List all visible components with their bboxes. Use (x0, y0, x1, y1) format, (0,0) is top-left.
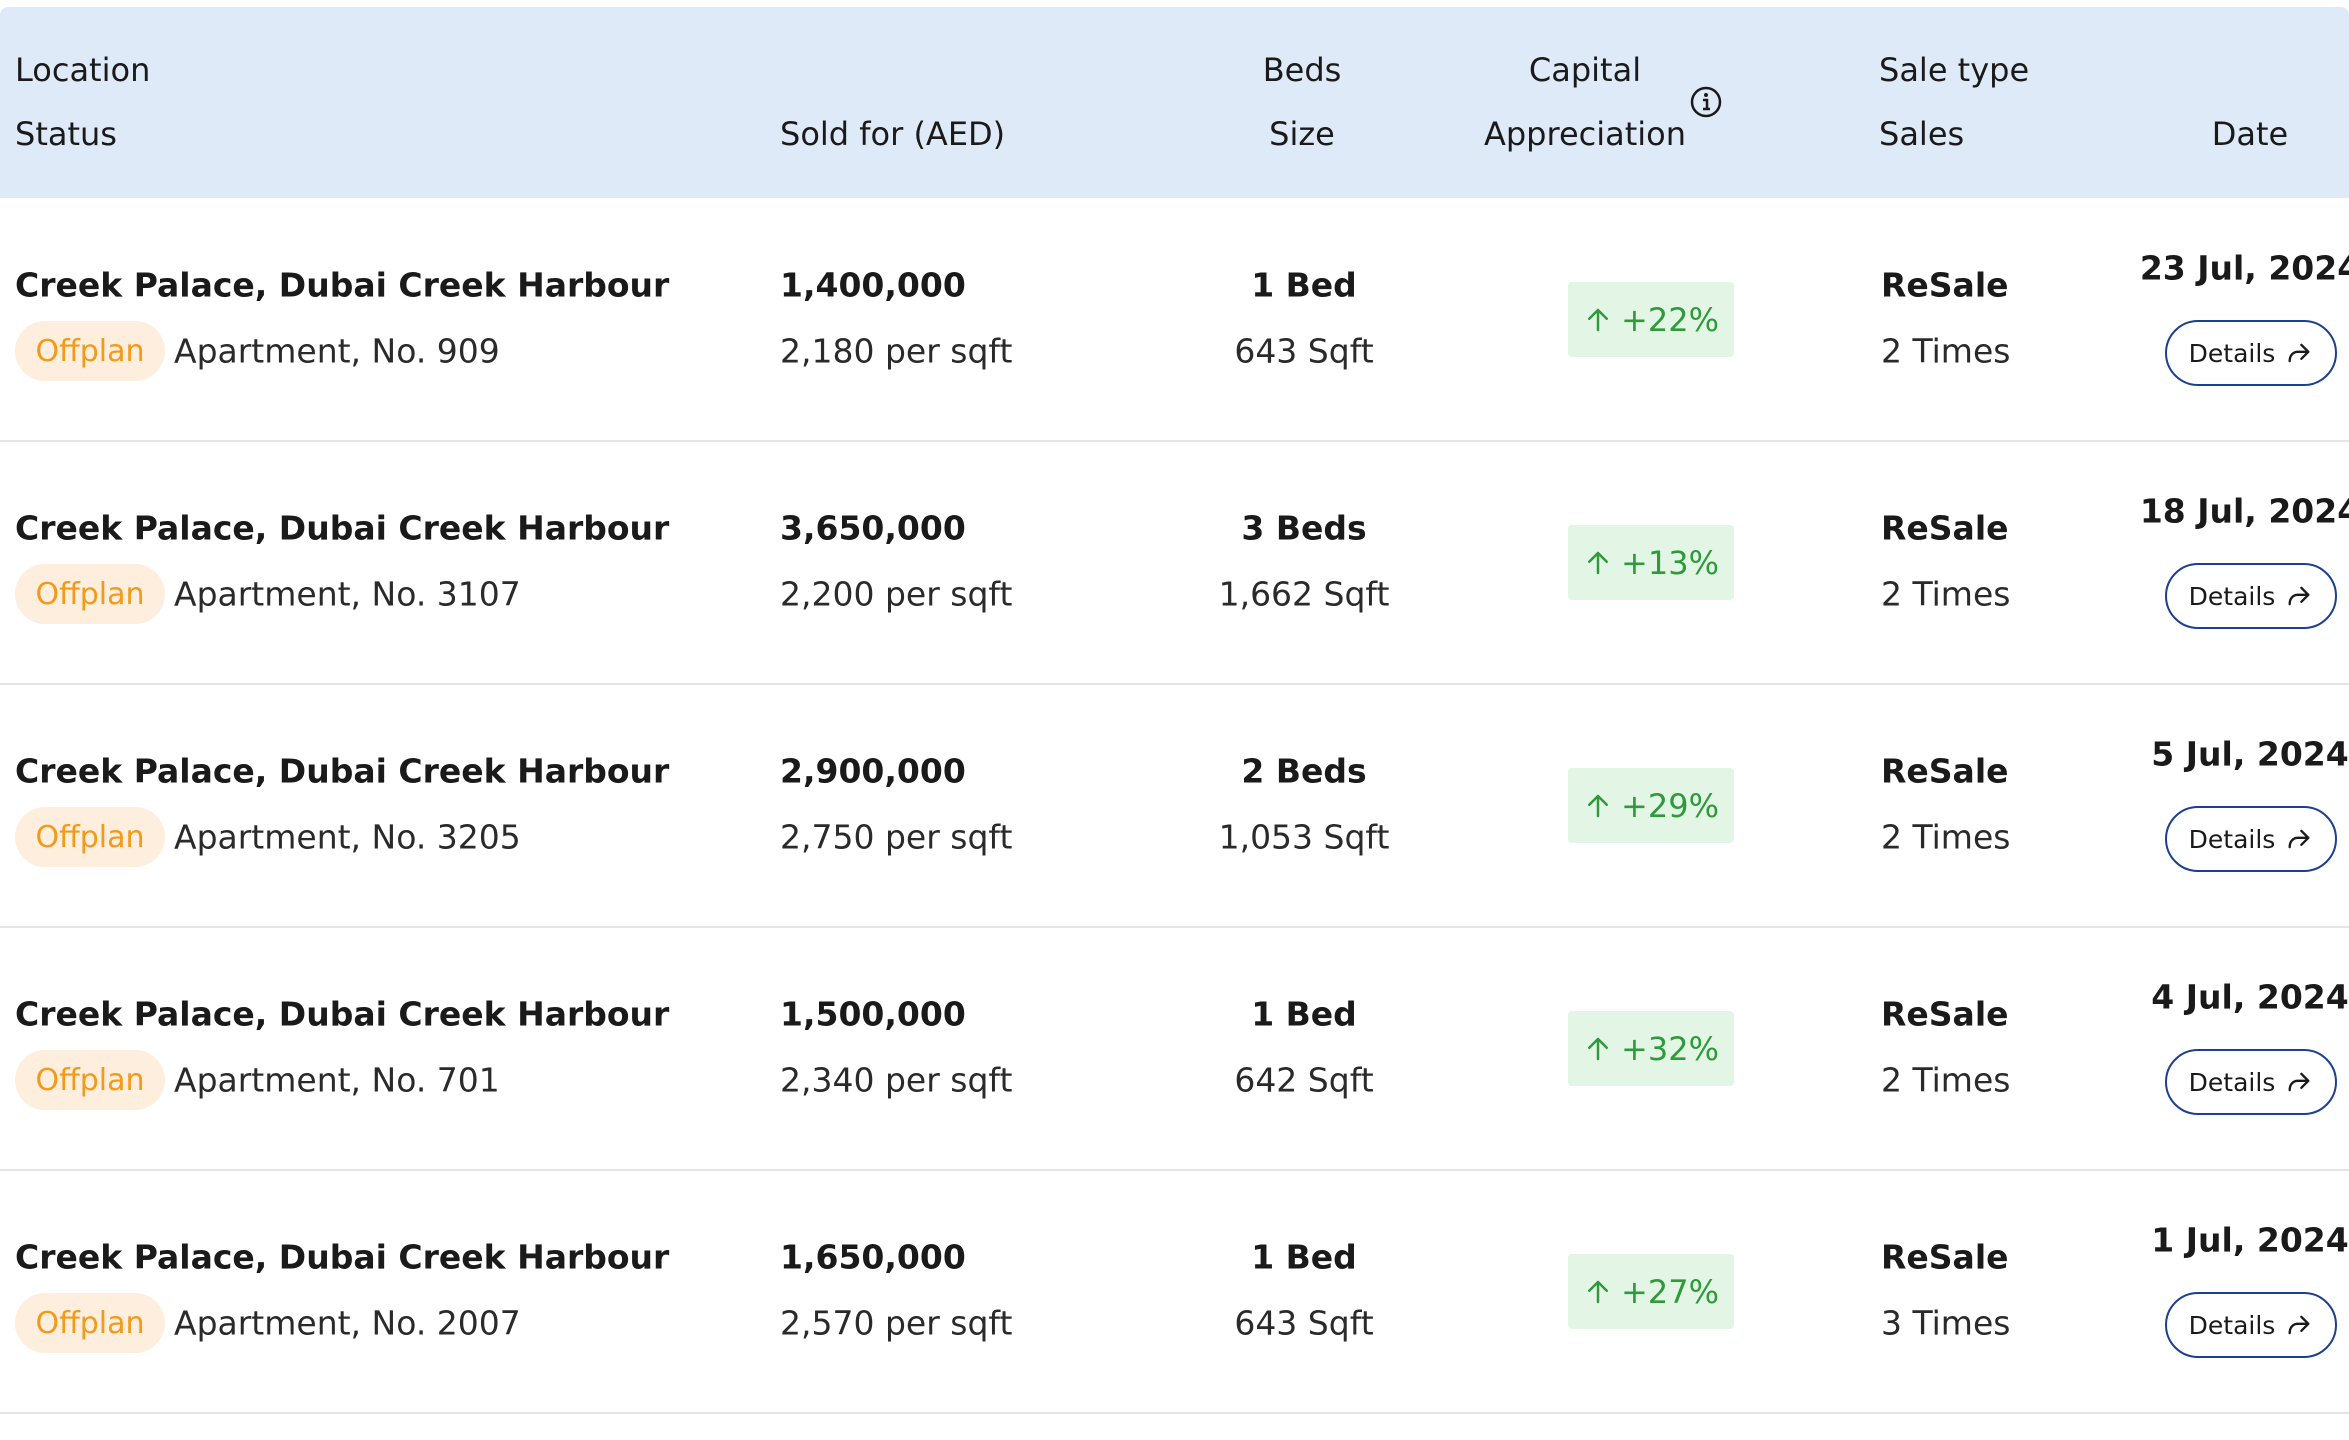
sales-count: 2 Times (1881, 817, 2011, 857)
unit: Apartment, No. 3205 (174, 817, 521, 857)
appreciation-badge: +29% (1568, 768, 1734, 843)
beds: 1 Bed (1251, 1237, 1357, 1277)
date: 5 Jul, 2024 (2151, 734, 2349, 774)
price-per-sqft: 2,180 per sqft (780, 331, 1013, 371)
header-label: Capital (1528, 51, 1642, 89)
details-button[interactable]: Details (2165, 563, 2337, 629)
details-button[interactable]: Details (2165, 1292, 2337, 1358)
header-label: Status (15, 115, 117, 153)
sale-type: ReSale (1881, 265, 2009, 305)
size: 642 Sqft (1234, 1060, 1374, 1100)
appreciation-badge: +27% (1568, 1254, 1734, 1329)
status-badge: Offplan (15, 321, 165, 381)
price: 1,400,000 (780, 265, 966, 305)
sales-count: 2 Times (1881, 574, 2011, 614)
beds: 1 Bed (1251, 994, 1357, 1034)
header-label: Sold for (AED) (780, 115, 1006, 153)
sale-type: ReSale (1881, 751, 2009, 791)
appreciation-badge: +13% (1568, 525, 1734, 600)
size: 1,053 Sqft (1218, 817, 1390, 857)
unit: Apartment, No. 2007 (174, 1303, 521, 1343)
arrow-up-icon (1588, 308, 1609, 331)
arrow-up-icon (1588, 1280, 1609, 1303)
details-label: Details (2188, 1310, 2276, 1340)
status-badge: Offplan (15, 1050, 165, 1110)
sale-type: ReSale (1881, 994, 2009, 1034)
arrow-up-icon (1588, 551, 1609, 574)
info-icon[interactable] (1689, 85, 1723, 119)
beds: 2 Beds (1241, 751, 1367, 791)
header-label: Sales (1879, 115, 1965, 153)
price-per-sqft: 2,200 per sqft (780, 574, 1013, 614)
details-button[interactable]: Details (2165, 320, 2337, 386)
header-label: Size (1269, 115, 1335, 153)
appreciation: +22% (1621, 300, 1719, 339)
sale-type: ReSale (1881, 508, 2009, 548)
status-badge: Offplan (15, 807, 165, 867)
beds: 3 Beds (1241, 508, 1367, 548)
table-header: Location Status Sold for (AED) Beds Size… (0, 7, 2349, 198)
details-button[interactable]: Details (2165, 806, 2337, 872)
details-label: Details (2188, 824, 2276, 854)
details-button[interactable]: Details (2165, 1049, 2337, 1115)
date: 23 Jul, 2024 (2139, 248, 2349, 288)
sale-type: ReSale (1881, 1237, 2009, 1277)
appreciation-badge: +32% (1568, 1011, 1734, 1086)
header-label: Sale type (1879, 51, 2030, 89)
row-divider (0, 926, 2349, 928)
row-divider (0, 440, 2349, 442)
header-label: Date (2211, 115, 2289, 153)
price-per-sqft: 2,570 per sqft (780, 1303, 1013, 1343)
date: 18 Jul, 2024 (2139, 491, 2349, 531)
header-label: Appreciation (1483, 115, 1687, 153)
price: 3,650,000 (780, 508, 966, 548)
share-icon (2288, 343, 2310, 363)
appreciation: +13% (1621, 543, 1719, 582)
share-icon (2288, 1315, 2310, 1335)
row-divider (0, 683, 2349, 685)
row-divider (0, 1412, 2349, 1414)
arrow-up-icon (1588, 794, 1609, 817)
location: Creek Palace, Dubai Creek Harbour (15, 1237, 670, 1277)
share-icon (2288, 586, 2310, 606)
status-badge: Offplan (15, 564, 165, 624)
status-badge: Offplan (15, 1293, 165, 1353)
unit: Apartment, No. 909 (174, 331, 500, 371)
header-label: Location (15, 51, 151, 89)
location: Creek Palace, Dubai Creek Harbour (15, 751, 670, 791)
details-label: Details (2188, 1067, 2276, 1097)
location: Creek Palace, Dubai Creek Harbour (15, 508, 670, 548)
size: 643 Sqft (1234, 1303, 1374, 1343)
price: 1,650,000 (780, 1237, 966, 1277)
share-icon (2288, 829, 2310, 849)
details-label: Details (2188, 581, 2276, 611)
location: Creek Palace, Dubai Creek Harbour (15, 265, 670, 305)
price-per-sqft: 2,750 per sqft (780, 817, 1013, 857)
sales-count: 3 Times (1881, 1303, 2011, 1343)
date: 4 Jul, 2024 (2151, 977, 2349, 1017)
unit: Apartment, No. 701 (174, 1060, 500, 1100)
beds: 1 Bed (1251, 265, 1357, 305)
arrow-up-icon (1588, 1037, 1609, 1060)
appreciation-badge: +22% (1568, 282, 1734, 357)
location: Creek Palace, Dubai Creek Harbour (15, 994, 670, 1034)
sales-count: 2 Times (1881, 331, 2011, 371)
date: 1 Jul, 2024 (2151, 1220, 2349, 1260)
price-per-sqft: 2,340 per sqft (780, 1060, 1013, 1100)
row-divider (0, 1169, 2349, 1171)
price: 2,900,000 (780, 751, 966, 791)
appreciation: +32% (1621, 1029, 1719, 1068)
details-label: Details (2188, 338, 2276, 368)
share-icon (2288, 1072, 2310, 1092)
unit: Apartment, No. 3107 (174, 574, 521, 614)
appreciation: +27% (1621, 1272, 1719, 1311)
size: 1,662 Sqft (1218, 574, 1390, 614)
header-label: Beds (1262, 51, 1342, 89)
size: 643 Sqft (1234, 331, 1374, 371)
appreciation: +29% (1621, 786, 1719, 825)
sales-count: 2 Times (1881, 1060, 2011, 1100)
price: 1,500,000 (780, 994, 966, 1034)
